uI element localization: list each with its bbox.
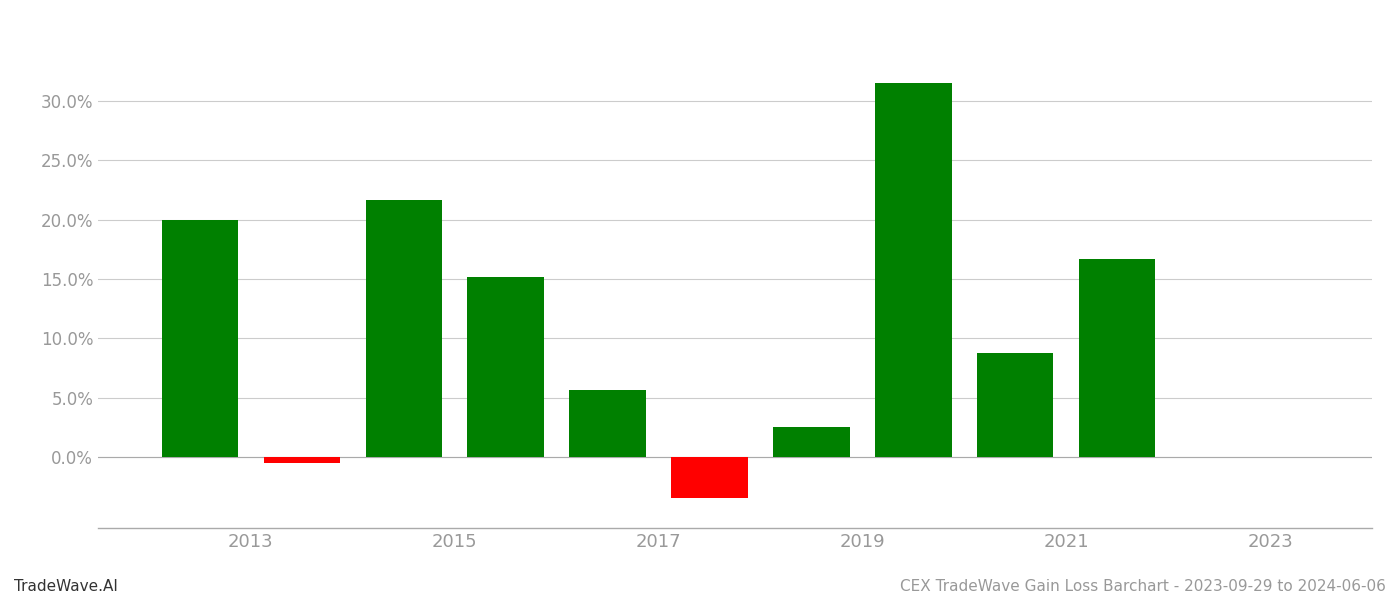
Bar (671, 457, 748, 499)
Bar (468, 277, 543, 457)
Bar (773, 427, 850, 457)
Bar (365, 200, 442, 457)
Text: CEX TradeWave Gain Loss Barchart - 2023-09-29 to 2024-06-06: CEX TradeWave Gain Loss Barchart - 2023-… (900, 579, 1386, 594)
Bar (977, 353, 1053, 457)
Bar (570, 391, 645, 457)
Bar (875, 83, 952, 457)
Bar (263, 457, 340, 463)
Bar (161, 220, 238, 457)
Text: TradeWave.AI: TradeWave.AI (14, 579, 118, 594)
Bar (1079, 259, 1155, 457)
